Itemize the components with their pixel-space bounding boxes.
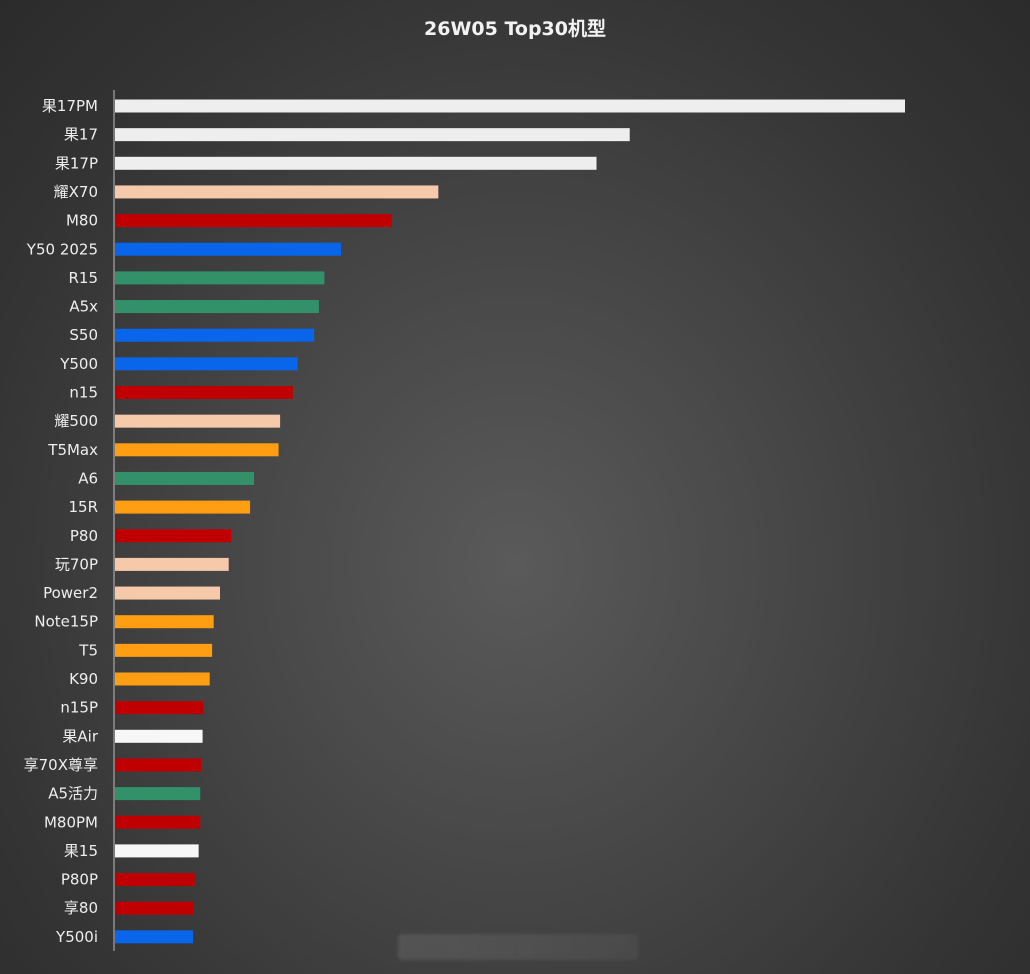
category-label: P80P [61, 871, 98, 889]
bar [115, 529, 232, 543]
category-label: K90 [69, 670, 98, 688]
category-label: A5x [69, 298, 98, 316]
bar [115, 930, 194, 944]
bar [115, 787, 201, 801]
bar [115, 672, 210, 686]
category-label: 果17PM [42, 97, 98, 115]
bar [115, 586, 220, 600]
category-label: R15 [68, 269, 98, 287]
category-label: Y500 [59, 355, 98, 373]
category-label: 果17P [55, 154, 98, 172]
bar [115, 156, 597, 170]
category-label: M80 [66, 212, 98, 230]
bar [115, 214, 392, 228]
bar [115, 901, 194, 915]
category-label: 玩70P [55, 555, 98, 573]
category-label: 果Air [62, 727, 98, 745]
category-label: 15R [68, 498, 98, 516]
category-label: A6 [78, 469, 98, 487]
bar [115, 357, 298, 371]
category-label: 果15 [64, 842, 98, 860]
category-label: Y50 2025 [26, 240, 98, 258]
category-label: 耀500 [54, 412, 98, 430]
bar [115, 128, 630, 142]
bar [115, 701, 204, 715]
category-label: 享70X尊享 [24, 756, 98, 774]
bar [115, 844, 199, 858]
category-label: P80 [70, 527, 98, 545]
bar [115, 500, 251, 514]
category-label: n15P [60, 699, 98, 717]
category-label: T5 [78, 641, 98, 659]
category-label: Power2 [43, 584, 98, 602]
bar [115, 414, 281, 428]
bar [115, 271, 325, 285]
category-label: 享80 [64, 899, 98, 917]
bar [115, 386, 293, 399]
bar [115, 643, 213, 657]
bar [115, 873, 195, 887]
bar [115, 758, 202, 772]
bar [115, 242, 342, 256]
category-label: A5活力 [48, 785, 98, 803]
bar [115, 815, 201, 829]
category-label: 耀X70 [54, 183, 98, 201]
category-label: Y500i [55, 928, 98, 946]
bar [115, 300, 319, 314]
bar [115, 557, 229, 571]
bar [115, 729, 203, 743]
bar [115, 615, 214, 629]
watermark [398, 934, 638, 960]
category-label: T5Max [47, 441, 98, 459]
category-label: 果17 [64, 126, 98, 144]
chart-title: 26W05 Top30机型 [424, 18, 606, 40]
category-label: Note15P [34, 613, 98, 631]
bar [115, 99, 905, 113]
bar [115, 471, 255, 485]
bar [115, 185, 439, 199]
bar [115, 443, 279, 457]
category-label: n15 [69, 384, 98, 402]
category-label: M80PM [44, 813, 98, 831]
bar [115, 328, 315, 342]
category-label: S50 [69, 326, 98, 344]
